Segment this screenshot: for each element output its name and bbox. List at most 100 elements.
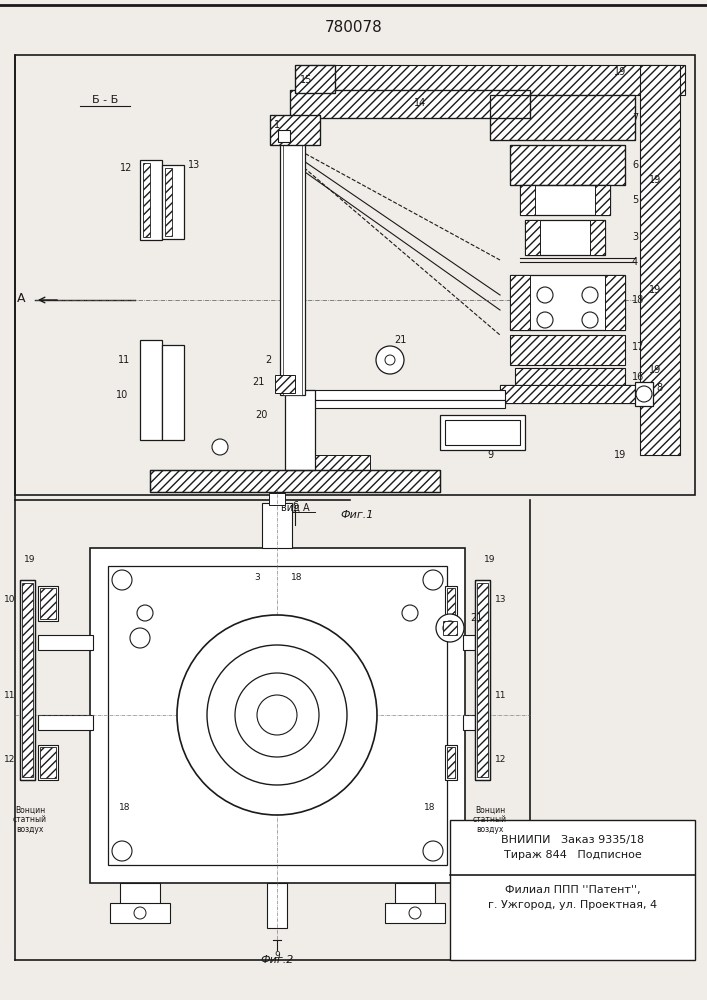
Bar	[262, 503, 292, 548]
Text: 12: 12	[495, 756, 506, 764]
Text: 12: 12	[119, 163, 132, 173]
Bar	[450, 820, 695, 960]
Bar	[445, 745, 457, 780]
Text: 18: 18	[424, 804, 436, 812]
Circle shape	[112, 570, 132, 590]
Text: Филиал ППП ''Патент'',: Филиал ППП ''Патент'',	[506, 885, 641, 895]
Text: г. Ужгород, ул. Проектная, 4: г. Ужгород, ул. Проектная, 4	[489, 900, 658, 910]
Bar	[290, 90, 530, 118]
Bar	[270, 115, 320, 145]
Text: 14: 14	[414, 98, 426, 108]
Text: 10: 10	[116, 390, 128, 400]
Bar	[165, 168, 172, 236]
Bar	[22, 583, 33, 777]
Bar	[140, 160, 162, 240]
Text: 12: 12	[4, 756, 15, 764]
Bar	[490, 95, 635, 140]
Bar	[38, 635, 93, 650]
Bar	[525, 220, 605, 255]
Text: б: б	[292, 501, 298, 511]
Bar	[475, 580, 490, 780]
Circle shape	[636, 386, 652, 402]
Circle shape	[436, 614, 464, 642]
Bar	[385, 903, 445, 923]
Text: A: A	[16, 292, 25, 304]
Bar	[270, 115, 320, 145]
Bar	[510, 335, 625, 365]
Text: воздух: воздух	[16, 826, 44, 834]
Circle shape	[402, 605, 418, 621]
Text: 3: 3	[254, 574, 260, 582]
Circle shape	[537, 287, 553, 303]
Bar	[143, 163, 150, 237]
Bar	[605, 275, 625, 330]
Bar	[510, 145, 625, 185]
Bar	[477, 583, 488, 777]
Bar	[285, 390, 315, 470]
Text: статный: статный	[13, 816, 47, 824]
Text: 21: 21	[394, 335, 407, 345]
Bar	[150, 470, 440, 492]
Bar	[445, 586, 457, 621]
Bar	[140, 340, 162, 440]
Bar	[445, 420, 520, 445]
Bar	[269, 493, 285, 505]
Text: 3: 3	[632, 232, 638, 242]
Bar	[162, 345, 184, 440]
Circle shape	[130, 628, 150, 648]
Bar	[515, 368, 625, 388]
Bar	[475, 580, 490, 780]
Bar	[510, 275, 530, 330]
Bar	[15, 55, 695, 495]
Text: Б - Б: Б - Б	[92, 95, 118, 105]
Text: ВНИИПИ   Заказ 9335/18: ВНИИПИ Заказ 9335/18	[501, 835, 645, 845]
Text: 1: 1	[274, 120, 280, 130]
Bar	[395, 883, 435, 913]
Circle shape	[137, 605, 153, 621]
Circle shape	[537, 312, 553, 328]
Text: 21: 21	[470, 613, 482, 623]
Bar	[520, 185, 535, 215]
Text: Вонцин: Вонцин	[475, 806, 505, 814]
Text: 19: 19	[649, 175, 661, 185]
Text: 5: 5	[632, 195, 638, 205]
Text: 9: 9	[487, 450, 493, 460]
Bar	[40, 588, 56, 619]
Circle shape	[582, 312, 598, 328]
Bar	[162, 165, 184, 239]
Text: 18: 18	[632, 295, 644, 305]
Bar	[290, 400, 505, 408]
Bar	[20, 580, 35, 780]
Circle shape	[376, 346, 404, 374]
Text: статный: статный	[473, 816, 507, 824]
Text: 8: 8	[656, 383, 662, 393]
Bar	[20, 580, 35, 780]
Text: 11: 11	[495, 690, 506, 700]
Text: 19: 19	[24, 556, 36, 564]
Text: Фиг.2: Фиг.2	[260, 955, 293, 965]
Circle shape	[385, 355, 395, 365]
Bar	[38, 715, 93, 730]
Bar	[490, 95, 635, 140]
Bar	[447, 747, 455, 778]
Bar	[447, 588, 455, 619]
Text: 4: 4	[632, 257, 638, 267]
Text: 16: 16	[632, 372, 644, 382]
Bar	[280, 135, 305, 395]
Text: 19: 19	[649, 285, 661, 295]
Text: 19: 19	[614, 67, 626, 77]
Text: вид А: вид А	[281, 503, 310, 513]
Text: 19: 19	[649, 365, 661, 375]
Bar	[110, 903, 170, 923]
Bar	[108, 566, 447, 865]
Text: 780078: 780078	[325, 20, 383, 35]
Text: 18: 18	[119, 804, 131, 812]
Circle shape	[423, 570, 443, 590]
Circle shape	[423, 841, 443, 861]
Text: 11: 11	[4, 690, 15, 700]
Bar	[278, 130, 290, 142]
Text: Тираж 844   Подписное: Тираж 844 Подписное	[504, 850, 642, 860]
Bar	[595, 185, 610, 215]
Circle shape	[207, 645, 347, 785]
Text: 7: 7	[632, 113, 638, 123]
